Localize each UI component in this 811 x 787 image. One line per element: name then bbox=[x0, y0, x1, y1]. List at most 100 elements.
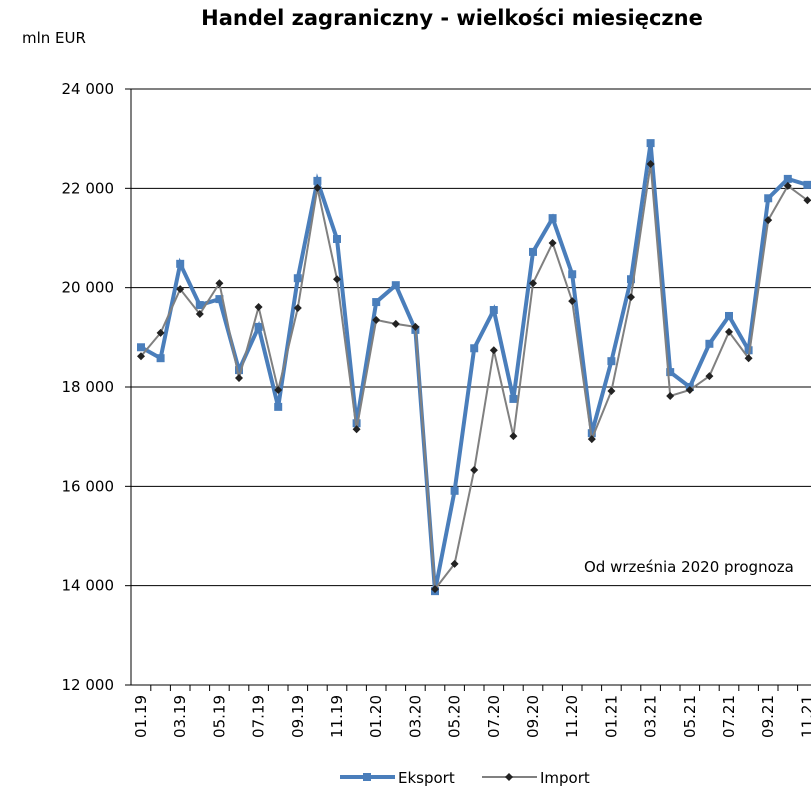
marker bbox=[568, 270, 577, 279]
legend-marker bbox=[505, 773, 513, 781]
x-tick-label: 01.19 bbox=[132, 695, 150, 738]
marker bbox=[333, 275, 341, 284]
marker bbox=[470, 344, 479, 353]
marker bbox=[372, 315, 381, 324]
marker bbox=[431, 585, 439, 594]
legend-label: Eksport bbox=[398, 769, 455, 787]
marker bbox=[764, 194, 773, 203]
marker bbox=[254, 303, 263, 312]
marker bbox=[783, 181, 792, 190]
marker bbox=[411, 322, 420, 331]
x-tick-label: 09.20 bbox=[524, 695, 542, 738]
marker bbox=[509, 432, 518, 441]
marker bbox=[548, 238, 557, 247]
marker bbox=[391, 281, 400, 290]
marker bbox=[137, 352, 145, 361]
legend-marker bbox=[363, 773, 371, 781]
marker bbox=[627, 293, 635, 302]
marker bbox=[195, 301, 204, 310]
x-tick-label: 11.20 bbox=[563, 695, 581, 738]
x-tick-label: 07.19 bbox=[250, 695, 268, 738]
marker bbox=[764, 216, 773, 225]
marker bbox=[333, 234, 341, 243]
marker bbox=[372, 298, 381, 307]
x-tick-label: 03.19 bbox=[171, 695, 189, 738]
marker bbox=[548, 214, 557, 223]
marker bbox=[293, 304, 302, 313]
marker bbox=[156, 354, 165, 363]
marker bbox=[568, 297, 577, 306]
x-tick-label: 01.20 bbox=[367, 695, 385, 738]
marker bbox=[176, 285, 185, 294]
marker bbox=[783, 174, 792, 183]
y-tick-label: 12 000 bbox=[62, 676, 115, 694]
x-tick-label: 09.21 bbox=[759, 695, 777, 738]
marker bbox=[685, 385, 694, 394]
marker bbox=[235, 374, 243, 383]
annotation: Od września 2020 prognoza bbox=[584, 558, 794, 576]
legend-label: Import bbox=[540, 769, 590, 787]
marker bbox=[313, 183, 322, 192]
marker bbox=[607, 386, 616, 395]
marker bbox=[391, 319, 400, 328]
marker bbox=[803, 180, 811, 189]
x-tick-label: 03.21 bbox=[642, 695, 660, 738]
marker bbox=[235, 366, 243, 375]
marker bbox=[587, 435, 596, 444]
marker bbox=[489, 346, 498, 355]
marker bbox=[646, 139, 655, 148]
marker bbox=[803, 196, 811, 205]
marker bbox=[666, 368, 675, 377]
y-tick-label: 20 000 bbox=[62, 279, 115, 297]
marker bbox=[450, 486, 459, 495]
x-tick-label: 11.21 bbox=[798, 695, 811, 738]
y-tick-label: 18 000 bbox=[62, 378, 115, 396]
x-tick-label: 07.20 bbox=[485, 695, 503, 738]
marker bbox=[646, 159, 655, 168]
x-tick-label: 07.21 bbox=[720, 695, 738, 738]
marker bbox=[725, 311, 733, 320]
chart-title: Handel zagraniczny - wielkości miesięczn… bbox=[201, 6, 703, 30]
series bbox=[137, 139, 811, 596]
marker bbox=[274, 402, 283, 411]
marker bbox=[352, 425, 361, 434]
marker bbox=[489, 306, 498, 315]
marker bbox=[313, 176, 322, 185]
marker bbox=[627, 275, 635, 284]
marker bbox=[137, 343, 145, 352]
y-tick-label: 24 000 bbox=[62, 80, 115, 98]
marker bbox=[666, 391, 675, 400]
marker bbox=[705, 372, 714, 381]
x-tick-label: 01.21 bbox=[602, 695, 620, 738]
x-tick-label: 05.20 bbox=[446, 695, 464, 738]
y-tick-label: 14 000 bbox=[62, 577, 115, 595]
marker bbox=[274, 385, 283, 394]
y-tick-label: 22 000 bbox=[62, 179, 115, 197]
series bbox=[137, 159, 811, 594]
marker bbox=[744, 346, 753, 355]
marker bbox=[450, 559, 459, 568]
x-tick-label: 11.19 bbox=[328, 695, 346, 738]
marker bbox=[195, 309, 204, 318]
marker bbox=[744, 354, 753, 363]
x-tick-label: 09.19 bbox=[289, 695, 307, 738]
y-tick-label: 16 000 bbox=[62, 477, 115, 495]
marker bbox=[293, 274, 302, 283]
marker bbox=[607, 357, 616, 366]
marker bbox=[529, 279, 537, 288]
x-tick-label: 05.19 bbox=[210, 695, 228, 738]
x-tick-label: 05.21 bbox=[681, 695, 699, 738]
marker bbox=[470, 465, 479, 474]
x-tick-label: 03.20 bbox=[406, 695, 424, 738]
marker bbox=[215, 295, 224, 304]
marker bbox=[215, 279, 224, 288]
marker bbox=[176, 259, 185, 268]
marker bbox=[529, 247, 537, 256]
marker bbox=[725, 327, 733, 336]
marker bbox=[156, 328, 165, 337]
marker bbox=[254, 322, 263, 331]
marker bbox=[509, 394, 518, 403]
y-axis-label: mln EUR bbox=[22, 29, 86, 47]
